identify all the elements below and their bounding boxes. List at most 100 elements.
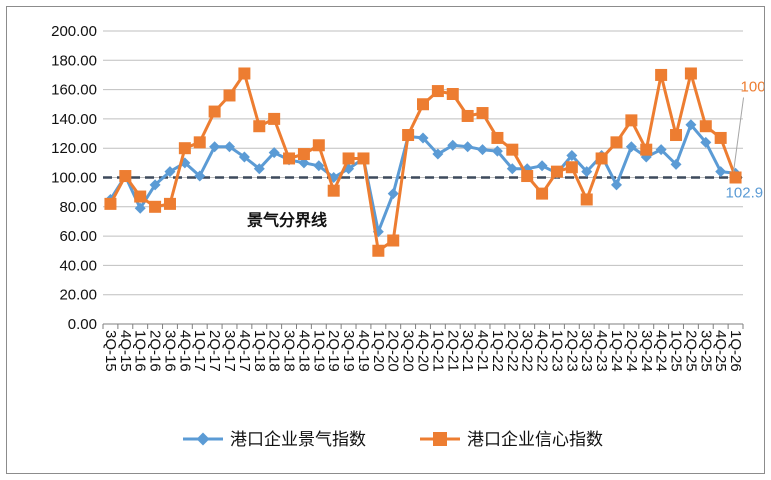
data-point <box>342 152 355 165</box>
data-point <box>491 131 504 144</box>
legend-label: 港口企业景气指数 <box>230 430 366 449</box>
x-tick-label: 2Q-17 <box>206 330 223 372</box>
series-group <box>104 67 742 257</box>
data-point <box>640 143 653 156</box>
data-point <box>312 139 325 152</box>
data-point <box>253 163 265 175</box>
series-2 <box>104 67 742 257</box>
data-point <box>163 197 176 210</box>
data-point <box>193 136 206 149</box>
y-tick-label: 180.00 <box>51 52 97 69</box>
y-axis-ticks: 0.00 20.00 40.00 60.00 80.00 100.00 120.00 140.… <box>51 23 97 333</box>
data-point <box>477 144 489 156</box>
x-tick-label: 2Q-21 <box>444 330 461 372</box>
threshold-label: 景气分界线 <box>247 211 327 230</box>
threshold-line-group: 景气分界线 <box>103 176 743 230</box>
data-point <box>297 148 310 161</box>
data-point <box>521 170 534 183</box>
y-tick-label: 0.00 <box>68 316 97 333</box>
data-point <box>550 165 563 178</box>
y-tick-label: 160.00 <box>51 82 97 99</box>
x-tick-label: 4Q-18 <box>295 330 312 372</box>
data-point <box>104 197 117 210</box>
x-tick-label: 3Q-20 <box>400 330 417 372</box>
data-point <box>684 67 697 80</box>
data-point <box>283 152 296 165</box>
x-tick-label: 4Q-24 <box>653 330 670 372</box>
x-tick-label: 3Q-23 <box>578 330 595 372</box>
data-point <box>268 112 281 125</box>
line-chart: 0.00 20.00 40.00 60.00 80.00 100.00 120.00 140.… <box>51 23 764 449</box>
data-point <box>327 184 340 197</box>
x-tick-label: 2Q-18 <box>266 330 283 372</box>
x-tick-label: 1Q-25 <box>668 330 685 372</box>
x-tick-label: 1Q-19 <box>310 330 327 372</box>
x-tick-label: 3Q-22 <box>519 330 536 372</box>
x-tick-label: 3Q-24 <box>638 330 655 372</box>
data-point <box>536 187 549 200</box>
data-point <box>432 148 444 160</box>
x-tick-label: 2Q-16 <box>147 330 164 372</box>
data-point <box>581 166 593 178</box>
y-tick-label: 140.00 <box>51 111 97 128</box>
data-point <box>402 129 415 142</box>
data-point <box>313 160 325 172</box>
x-tick-label: 4Q-15 <box>117 330 134 372</box>
y-tick-label: 40.00 <box>59 257 97 274</box>
data-point <box>670 129 683 142</box>
data-label: 102.9 <box>726 184 764 201</box>
data-point <box>178 142 191 155</box>
data-point <box>223 89 236 102</box>
legend-item-1: 港口企业景气指数 <box>183 430 366 449</box>
data-point <box>625 141 637 153</box>
data-point <box>134 202 146 214</box>
x-tick-label: 4Q-21 <box>474 330 491 372</box>
x-tick-label: 1Q-22 <box>489 330 506 372</box>
x-axis: 3Q-154Q-151Q-162Q-163Q-164Q-161Q-172Q-17… <box>102 323 744 372</box>
data-point <box>119 170 132 183</box>
x-tick-label: 1Q-26 <box>727 330 744 372</box>
x-tick-label: 1Q-17 <box>191 330 208 372</box>
data-point <box>610 179 622 191</box>
x-tick-label: 4Q-16 <box>176 330 193 372</box>
x-tick-label: 2Q-22 <box>504 330 521 372</box>
data-point <box>462 141 474 153</box>
x-tick-label: 4Q-22 <box>534 330 551 372</box>
y-tick-label: 100.00 <box>51 170 97 187</box>
data-point <box>387 188 399 200</box>
data-point <box>194 170 206 182</box>
data-point <box>595 152 608 165</box>
data-point <box>565 161 578 174</box>
data-point <box>164 166 176 178</box>
x-tick-label: 3Q-21 <box>459 330 476 372</box>
x-tick-label: 4Q-23 <box>593 330 610 372</box>
annotation-leader-line <box>733 97 745 172</box>
y-tick-label: 20.00 <box>59 287 97 304</box>
data-point <box>238 151 250 163</box>
x-tick-label: 3Q-18 <box>281 330 298 372</box>
data-point <box>566 150 578 162</box>
data-point <box>357 152 370 165</box>
data-point <box>714 131 727 144</box>
data-point <box>417 98 429 111</box>
x-tick-label: 1Q-21 <box>429 330 446 372</box>
x-tick-label: 4Q-19 <box>355 330 372 372</box>
x-tick-label: 2Q-24 <box>623 330 640 372</box>
y-tick-label: 200.00 <box>51 23 97 40</box>
legend: 港口企业景气指数 港口企业信心指数 <box>183 430 603 449</box>
data-point <box>134 190 147 203</box>
data-point <box>700 136 712 148</box>
x-tick-label: 1Q-23 <box>548 330 565 372</box>
data-point <box>431 85 444 98</box>
x-tick-label: 1Q-18 <box>251 330 268 372</box>
data-point <box>506 163 518 175</box>
data-point <box>506 143 519 156</box>
annotations-group: 100 102.9 <box>726 79 764 202</box>
x-tick-label: 3Q-17 <box>221 330 238 372</box>
x-tick-label: 4Q-17 <box>236 330 253 372</box>
data-point <box>208 105 221 118</box>
data-label: 100 <box>741 79 764 96</box>
data-point <box>729 171 742 184</box>
x-tick-label: 3Q-19 <box>340 330 357 372</box>
data-point <box>655 144 667 156</box>
